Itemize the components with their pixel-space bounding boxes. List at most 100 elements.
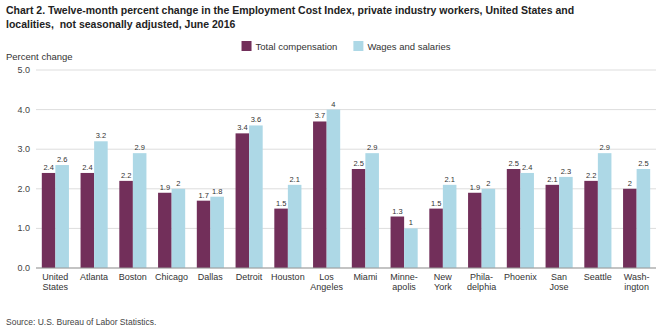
bar: [42, 173, 56, 268]
text-line: Phila-: [470, 272, 493, 282]
bar: [391, 217, 405, 268]
text-line: Miami: [353, 272, 377, 282]
text-line: Detroit: [236, 272, 263, 282]
x-tick-label: Chicago: [155, 272, 188, 282]
x-tick-label: Boston: [119, 272, 147, 282]
data-label: 2: [486, 179, 490, 188]
bar: [623, 189, 637, 268]
grid-line: [36, 149, 656, 150]
text-line: Boston: [119, 272, 147, 282]
bar: [288, 185, 302, 268]
y-tick-label: 5.0: [17, 65, 30, 75]
data-label: 1.3: [392, 207, 402, 216]
legend-swatch: [353, 41, 363, 51]
bar: [352, 169, 366, 268]
text-line: Phoenix: [504, 272, 537, 282]
bar: [55, 165, 69, 268]
data-label: 2.2: [586, 171, 596, 180]
bar: [584, 181, 598, 268]
text-line: apolis: [392, 282, 416, 292]
source: Source: U.S. Bureau of Labor Statistics.: [6, 317, 156, 327]
bar: [249, 125, 263, 268]
y-tick-label: 3.0: [17, 144, 30, 154]
x-tick-label: Houston: [271, 272, 305, 282]
data-label: 2: [176, 179, 180, 188]
bar: [482, 189, 496, 268]
text-line: Houston: [271, 272, 305, 282]
bar: [210, 197, 224, 268]
bars: [42, 110, 650, 268]
bar: [520, 173, 534, 268]
bar: [429, 209, 443, 268]
chart: Chart 2. Twelve-month percent change in …: [0, 0, 666, 331]
bar: [443, 185, 457, 268]
data-label: 2.3: [561, 167, 571, 176]
x-tick-label: Atlanta: [80, 272, 108, 282]
bar: [507, 169, 521, 268]
text-line: localities, not seasonally adjusted, Jun…: [6, 18, 235, 30]
bar: [119, 181, 133, 268]
x-axis-line: [36, 268, 656, 269]
legend-swatch: [242, 41, 252, 51]
x-tick-label: Dallas: [198, 272, 224, 282]
data-label: 2.1: [444, 175, 454, 184]
y-tick-label: 0.0: [17, 263, 30, 273]
data-label: 2.6: [57, 155, 67, 164]
data-label: 2.4: [522, 163, 532, 172]
grid-line: [36, 109, 656, 110]
grid-line: [36, 268, 656, 269]
data-label: 1.9: [470, 183, 480, 192]
data-label: 2.1: [547, 175, 557, 184]
x-tick-label: LosAngeles: [310, 272, 343, 292]
text-line: York: [434, 282, 452, 292]
bar: [546, 185, 560, 268]
text-line: Minne-: [390, 272, 418, 282]
y-axis-label: Percent change: [6, 51, 73, 62]
x-tick-label: Phoenix: [504, 272, 537, 282]
data-label: 1.8: [212, 187, 222, 196]
bar: [404, 228, 418, 268]
x-tick-label: SanJose: [550, 272, 569, 292]
data-label: 2.9: [599, 143, 609, 152]
text-line: Chicago: [155, 272, 188, 282]
data-label: 2: [628, 179, 632, 188]
text-line: Angeles: [310, 282, 343, 292]
bar: [158, 193, 172, 268]
bar: [172, 189, 186, 268]
text-line: Atlanta: [80, 272, 108, 282]
data-label: 3.2: [96, 131, 106, 140]
legend: Total compensation Wages and salaries: [242, 41, 451, 52]
text-line: Dallas: [198, 272, 224, 282]
legend-entry: Wages and salaries: [367, 41, 450, 52]
text-line: San: [551, 272, 567, 282]
bar: [133, 153, 147, 268]
x-tick-label: Phila-delphia: [467, 272, 496, 292]
bar: [313, 121, 327, 268]
bar: [197, 201, 211, 268]
data-label: 4: [331, 100, 335, 109]
bar: [81, 173, 95, 268]
bar: [559, 177, 573, 268]
bar: [236, 133, 250, 268]
data-label: 2.4: [43, 163, 53, 172]
y-tick-label: 2.0: [17, 184, 30, 194]
data-label: 1.5: [431, 199, 441, 208]
bar: [94, 141, 108, 268]
x-tick-label: Wash-ington: [624, 272, 650, 292]
data-label: 2.5: [353, 159, 363, 168]
legend-entry: Total compensation: [256, 41, 338, 52]
text-line: Seattle: [584, 272, 612, 282]
data-label: 2.2: [121, 171, 131, 180]
data-label: 1: [409, 218, 413, 227]
text-line: Chart 2. Twelve-month percent change in …: [6, 4, 574, 16]
data-label: 2.5: [508, 159, 518, 168]
title: Chart 2. Twelve-month percent change in …: [6, 4, 574, 30]
text-line: Los: [319, 272, 334, 282]
data-label: 1.7: [198, 191, 208, 200]
data-label: 2.4: [82, 163, 92, 172]
text-line: ington: [624, 282, 649, 292]
x-tick-label: Detroit: [236, 272, 263, 282]
x-tick-label: Seattle: [584, 272, 612, 282]
bar: [637, 169, 651, 268]
text-line: Wash-: [624, 272, 650, 282]
